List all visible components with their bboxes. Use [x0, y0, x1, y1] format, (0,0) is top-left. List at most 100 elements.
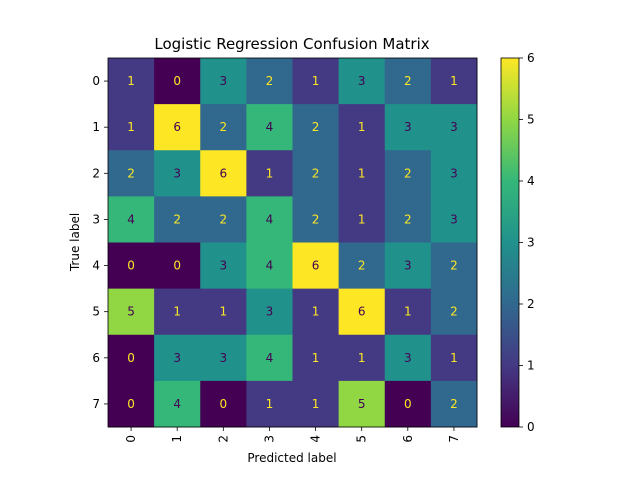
heatmap-cell-1-6 [384, 104, 432, 151]
colorbar [500, 57, 520, 428]
heatmap-cell-5-0 [108, 288, 155, 336]
colorbar-tick-label: 0 [527, 420, 535, 434]
cell-value-7-1: 4 [173, 397, 181, 411]
cell-value-3-2: 2 [219, 212, 227, 226]
cell-value-6-7: 1 [450, 351, 458, 365]
cell-value-6-5: 1 [358, 351, 366, 365]
cell-value-5-5: 6 [358, 305, 366, 319]
heatmap-cell-6-1 [154, 334, 201, 382]
heatmap-cell-6-0 [108, 334, 155, 382]
x-tick-label: 2 [216, 435, 230, 443]
heatmap-cell-1-3 [246, 104, 293, 151]
heatmap-cell-2-2 [200, 150, 247, 197]
cell-value-0-7: 1 [450, 74, 458, 88]
x-axis-ticks: 0 1 2 3 4 5 6 7 [124, 427, 461, 443]
heatmap-cell-2-6 [384, 150, 432, 197]
heatmap-cell-5-2 [200, 288, 247, 336]
cell-value-5-7: 2 [450, 305, 458, 319]
cell-value-7-6: 0 [404, 397, 412, 411]
cell-value-0-3: 2 [266, 74, 274, 88]
heatmap-cell-1-1 [154, 104, 201, 151]
y-axis-ticks: 0 1 2 3 4 5 6 7 [92, 74, 108, 411]
heatmap-cell-0-5 [338, 58, 386, 105]
heatmap-cell-2-1 [154, 150, 201, 197]
cell-value-7-7: 2 [450, 397, 458, 411]
cell-value-1-4: 2 [312, 120, 320, 134]
plot-frame [107, 57, 478, 428]
heatmap-cell-2-5 [338, 150, 386, 197]
cell-value-6-0: 0 [127, 351, 135, 365]
heatmap-cell-1-0 [108, 104, 155, 151]
cell-value-3-4: 2 [312, 212, 320, 226]
cell-value-labels: 1 0 3 2 1 3 2 1 1 6 2 4 2 1 3 3 2 3 6 1 2 1 2 3 4 2 2 4 2 1 2 3 0 0 3 4 6 2 3 2… [127, 74, 458, 411]
heatmap-cell-3-1 [154, 196, 201, 243]
heatmap-cell-4-2 [200, 242, 247, 290]
cell-value-2-4: 2 [312, 166, 320, 180]
cell-value-7-2: 0 [219, 397, 227, 411]
y-axis-label: True label [68, 213, 82, 272]
cell-value-0-0: 1 [127, 74, 135, 88]
colorbar-ticks: 0 1 2 3 4 5 6 [519, 51, 535, 434]
heatmap-cell-7-4 [292, 380, 340, 428]
cell-value-3-0: 4 [127, 212, 135, 226]
heatmap-cell-6-4 [292, 334, 340, 382]
colorbar-tick-label: 4 [527, 174, 535, 188]
heatmap-cell-0-7 [430, 58, 478, 105]
cell-value-4-3: 4 [266, 259, 274, 273]
heatmap-cell-6-7 [430, 334, 478, 382]
y-tick-label: 5 [92, 305, 100, 319]
heatmap-cell-1-2 [200, 104, 247, 151]
heatmap-cell-0-2 [200, 58, 247, 105]
y-tick-label: 6 [92, 351, 100, 365]
heatmap-cell-0-1 [154, 58, 201, 105]
heatmap-cell-4-5 [338, 242, 386, 290]
heatmap-cell-5-3 [246, 288, 293, 336]
cell-value-4-4: 6 [312, 259, 320, 273]
cell-value-5-4: 1 [312, 305, 320, 319]
heatmap-cell-3-4 [292, 196, 340, 243]
heatmap-cell-6-5 [338, 334, 386, 382]
cell-value-7-4: 1 [312, 397, 320, 411]
x-tick-label: 6 [401, 435, 415, 443]
cell-value-3-7: 3 [450, 212, 458, 226]
heatmap-cell-4-3 [246, 242, 293, 290]
cell-value-2-2: 6 [219, 166, 227, 180]
heatmap-cell-3-2 [200, 196, 247, 243]
cell-value-1-5: 1 [358, 120, 366, 134]
cell-value-3-6: 2 [404, 212, 412, 226]
x-tick-label: 4 [309, 435, 323, 443]
cell-value-0-2: 3 [219, 74, 227, 88]
heatmap-cell-1-4 [292, 104, 340, 151]
heatmap-cell-1-5 [338, 104, 386, 151]
cell-value-2-3: 1 [266, 166, 274, 180]
heatmap-cell-4-4 [292, 242, 340, 290]
heatmap-cell-3-0 [108, 196, 155, 243]
cell-value-0-6: 2 [404, 74, 412, 88]
y-tick-label: 2 [92, 166, 100, 180]
x-tick-label: 1 [170, 435, 184, 443]
cell-value-3-5: 1 [358, 212, 366, 226]
cell-value-5-1: 1 [173, 305, 181, 319]
cell-value-6-3: 4 [266, 351, 274, 365]
cell-value-4-0: 0 [127, 259, 135, 273]
heatmap-cell-7-5 [338, 380, 386, 428]
heatmap-cell-4-0 [108, 242, 155, 290]
cell-value-5-3: 3 [266, 305, 274, 319]
heatmap-cell-7-1 [154, 380, 201, 428]
cell-value-1-2: 2 [219, 120, 227, 134]
heatmap-cell-7-3 [246, 380, 293, 428]
heatmap-cell-2-7 [430, 150, 478, 197]
chart-title: Logistic Regression Confusion Matrix [154, 35, 429, 53]
cell-value-0-4: 1 [312, 74, 320, 88]
heatmap-cell-4-1 [154, 242, 201, 290]
colorbar-tick-label: 2 [527, 297, 535, 311]
heatmap-cell-5-4 [292, 288, 340, 336]
cell-value-7-5: 5 [358, 397, 366, 411]
x-tick-label: 7 [447, 435, 461, 443]
heatmap-cell-5-5 [338, 288, 386, 336]
cell-value-4-5: 2 [358, 259, 366, 273]
cell-value-2-7: 3 [450, 166, 458, 180]
cell-value-3-1: 2 [173, 212, 181, 226]
heatmap-cell-7-6 [384, 380, 432, 428]
